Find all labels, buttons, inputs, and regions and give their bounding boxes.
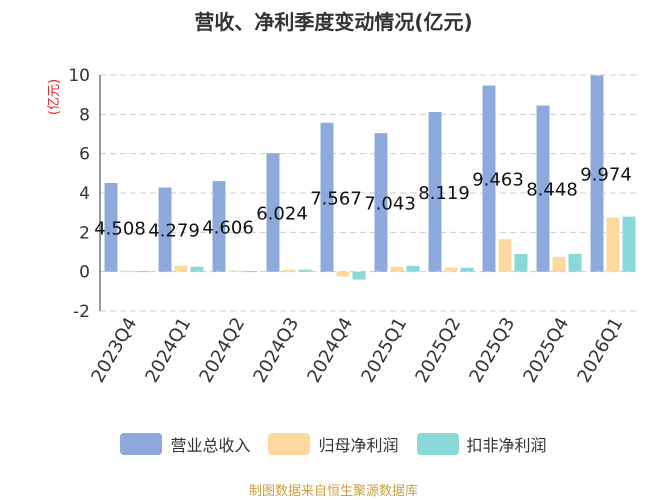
bar-deducted-profit <box>514 253 528 272</box>
data-label: 9.974 <box>580 165 632 186</box>
bar-net-profit <box>390 266 404 272</box>
bar-revenue <box>266 153 280 272</box>
legend-item-revenue[interactable]: 营业总收入 <box>120 432 250 456</box>
legend-label-deducted-profit: 扣非净利润 <box>466 436 547 455</box>
data-label: 4.279 <box>148 221 200 242</box>
x-tick-label: 2024Q1 <box>141 314 195 386</box>
bar-net-profit <box>228 270 242 272</box>
legend-item-net-profit[interactable]: 归母净利润 <box>268 432 399 456</box>
bar-revenue <box>212 181 226 272</box>
bar-deducted-profit <box>136 271 150 273</box>
x-tick-label: 2024Q3 <box>249 314 303 386</box>
x-tick-label: 2026Q1 <box>573 314 627 386</box>
y-tick-label: 6 <box>79 145 90 165</box>
data-label: 4.508 <box>94 218 146 239</box>
data-label: 6.024 <box>256 203 308 224</box>
bar-deducted-profit <box>190 266 204 272</box>
x-tick-label: 2025Q4 <box>519 314 573 386</box>
bar-revenue <box>536 105 550 272</box>
bar-net-profit <box>282 269 296 272</box>
legend-swatch-net-profit <box>268 433 311 455</box>
y-tick-label: 10 <box>68 66 90 86</box>
data-label: 4.606 <box>202 217 254 238</box>
bar-net-profit <box>120 270 134 272</box>
y-tick-label: 8 <box>79 105 90 125</box>
bar-net-profit <box>336 271 350 277</box>
y-tick-label: 0 <box>79 263 90 283</box>
legend-label-revenue: 营业总收入 <box>170 436 251 455</box>
chart-title: 营收、净利季度变动情况(亿元) <box>194 10 473 34</box>
data-label: 8.119 <box>418 183 470 204</box>
bar-deducted-profit <box>244 271 258 273</box>
y-tick-label: 4 <box>79 184 90 204</box>
legend-swatch-deducted-profit <box>416 433 459 455</box>
data-label: 9.463 <box>472 170 524 191</box>
y-axis-label: (亿元) <box>47 79 62 115</box>
bar-chart: -2 0 2 4 6 8 10 (亿元) 4.508 2023Q4 4.279 2024Q1 4.606… <box>47 66 640 386</box>
bar-deducted-profit <box>352 271 366 280</box>
x-tick-label: 2025Q1 <box>357 314 411 386</box>
bar-net-profit <box>444 267 458 272</box>
bar-net-profit <box>606 217 620 272</box>
y-tick-label: -2 <box>73 302 90 322</box>
bar-revenue <box>104 183 118 272</box>
bar-net-profit <box>552 256 566 272</box>
chart-legend: 营业总收入 归母净利润 扣非净利润 <box>0 432 667 456</box>
bar-revenue <box>374 133 388 272</box>
x-tick-label: 2025Q2 <box>411 314 465 386</box>
bar-deducted-profit <box>406 265 420 272</box>
y-tick-label: 2 <box>79 223 90 243</box>
legend-swatch-revenue <box>120 433 163 455</box>
bar-deducted-profit <box>622 216 636 272</box>
data-label: 7.043 <box>364 193 416 214</box>
data-label: 8.448 <box>526 180 578 201</box>
bar-revenue <box>482 85 496 272</box>
bar-net-profit <box>174 265 188 272</box>
bar-revenue <box>590 75 604 272</box>
bar-revenue <box>158 187 172 272</box>
bar-deducted-profit <box>460 267 474 272</box>
x-tick-label: 2025Q3 <box>465 314 519 386</box>
bar-deducted-profit <box>568 253 582 272</box>
bar-deducted-profit <box>298 269 312 272</box>
legend-label-net-profit: 归母净利润 <box>318 436 399 455</box>
bar-revenue <box>320 122 334 272</box>
x-tick-label: 2024Q4 <box>303 314 357 386</box>
bar-revenue <box>428 111 442 272</box>
x-tick-label: 2023Q4 <box>87 314 141 386</box>
legend-item-deducted-profit[interactable]: 扣非净利润 <box>416 432 547 456</box>
source-note: 制图数据来自恒生聚源数据库 <box>248 484 418 499</box>
bar-net-profit <box>498 239 512 272</box>
data-label: 7.567 <box>310 188 362 209</box>
x-tick-label: 2024Q2 <box>195 314 249 386</box>
